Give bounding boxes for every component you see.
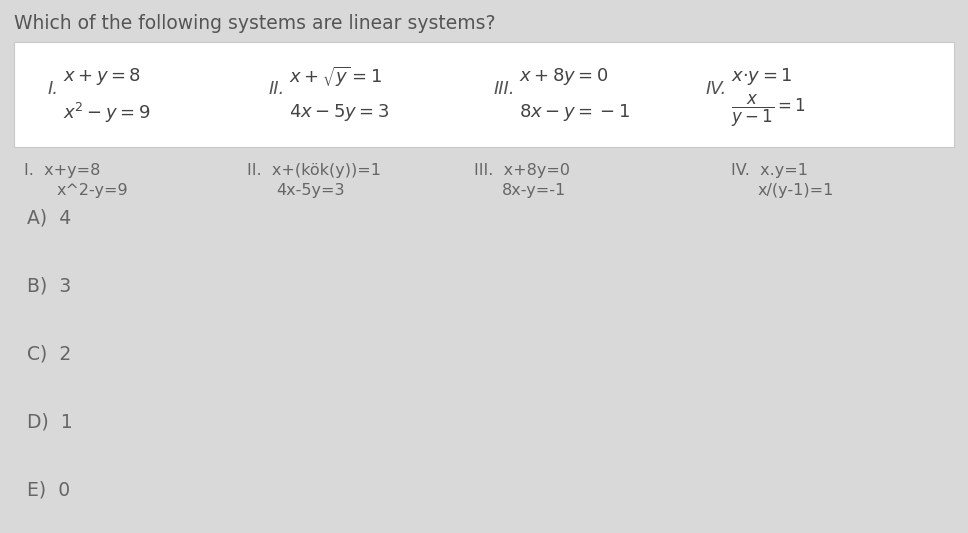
Text: $x{\cdot}y = 1$: $x{\cdot}y = 1$ bbox=[731, 66, 792, 87]
Text: III.: III. bbox=[494, 80, 515, 99]
Text: IV.: IV. bbox=[706, 80, 727, 99]
FancyBboxPatch shape bbox=[14, 42, 954, 147]
Text: 8x-y=-1: 8x-y=-1 bbox=[501, 183, 565, 198]
Text: IV.  x.y=1: IV. x.y=1 bbox=[731, 163, 808, 178]
Text: B)  3: B) 3 bbox=[27, 277, 72, 295]
Text: $x + \sqrt{y} = 1$: $x + \sqrt{y} = 1$ bbox=[288, 64, 381, 88]
Text: C)  2: C) 2 bbox=[27, 344, 72, 364]
Text: II.  x+(kök(y))=1: II. x+(kök(y))=1 bbox=[247, 163, 380, 178]
Text: Which of the following systems are linear systems?: Which of the following systems are linea… bbox=[14, 14, 496, 33]
Text: $x + 8y = 0$: $x + 8y = 0$ bbox=[519, 66, 609, 87]
Text: I.  x+y=8: I. x+y=8 bbox=[24, 163, 101, 178]
Text: D)  1: D) 1 bbox=[27, 413, 73, 432]
Text: $x + y = 8$: $x + y = 8$ bbox=[63, 66, 141, 87]
Text: $8x - y = -1$: $8x - y = -1$ bbox=[519, 102, 630, 123]
Text: $\dfrac{x}{y-1} = 1$: $\dfrac{x}{y-1} = 1$ bbox=[731, 92, 805, 128]
Text: I.: I. bbox=[47, 80, 59, 99]
Text: x^2-y=9: x^2-y=9 bbox=[56, 183, 128, 198]
Text: $x^2 - y = 9$: $x^2 - y = 9$ bbox=[63, 100, 150, 125]
Text: III.  x+8y=0: III. x+8y=0 bbox=[474, 163, 570, 178]
Text: x/(y-1)=1: x/(y-1)=1 bbox=[758, 183, 834, 198]
Text: II.: II. bbox=[268, 80, 285, 99]
Text: $4x - 5y = 3$: $4x - 5y = 3$ bbox=[288, 102, 389, 123]
Text: 4x-5y=3: 4x-5y=3 bbox=[276, 183, 345, 198]
Text: E)  0: E) 0 bbox=[27, 481, 71, 499]
Text: A)  4: A) 4 bbox=[27, 208, 72, 228]
